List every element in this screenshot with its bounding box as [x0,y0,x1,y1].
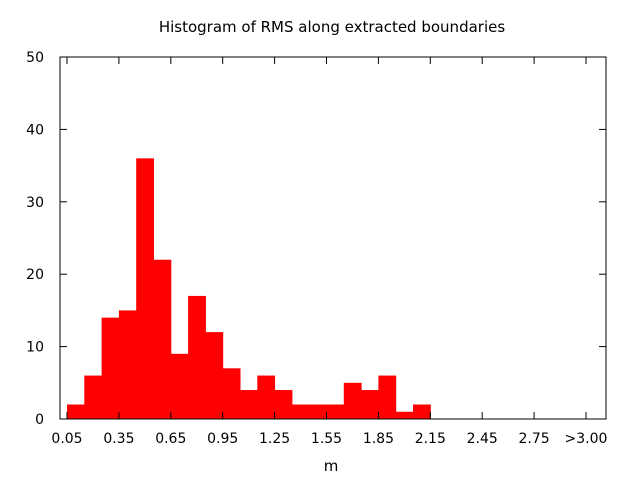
x-tick-label: 1.55 [311,431,342,447]
histogram-bar [257,375,276,419]
histogram-bar [395,411,414,419]
histogram-bar [274,390,293,419]
y-tick-label: 30 [26,195,44,211]
x-tick-label: 2.45 [467,431,498,447]
histogram-bar [343,382,362,419]
x-tick-label: 1.25 [259,431,290,447]
histogram-bar [222,368,241,419]
histogram-bar [291,404,310,419]
histogram-bar [326,404,345,419]
histogram-bar [188,295,206,419]
y-tick-label: 0 [35,412,44,428]
x-tick-label: 2.15 [415,431,446,447]
histogram-bar [170,353,189,419]
histogram-bar [153,259,172,419]
histogram-bar [118,310,137,419]
x-tick-label: 0.35 [103,431,134,447]
x-tick-label: 0.95 [207,431,238,447]
ticks-group [60,56,606,420]
y-tick-label: 40 [26,122,44,138]
histogram-bar [136,158,154,420]
x-axis-label: m [324,457,339,475]
histogram-bar [413,404,431,419]
histogram-bar [361,390,379,419]
x-tick-label: 2.75 [519,431,550,447]
x-tick-labels: 0.05 0.35 0.65 0.95 1.25 1.55 1.85 2.15 2.45 2.75… [51,431,607,447]
plot-frame [59,56,607,420]
y-tick-label: 20 [26,267,44,283]
histogram-bar [101,317,120,419]
x-tick-label: 1.85 [363,431,394,447]
chart-title: Histogram of RMS along extracted boundar… [159,18,506,36]
x-tick-label: >3.00 [565,431,608,447]
histogram-bar [309,404,327,419]
bars-group [67,158,431,420]
histogram-bar [240,390,258,419]
y-tick-labels: 0 10 20 30 40 50 [26,50,44,428]
histogram-bar [67,404,85,419]
x-tick-label: 0.05 [51,431,82,447]
y-tick-label: 10 [26,340,44,356]
y-tick-label: 50 [26,50,44,66]
x-tick-label: 0.65 [155,431,186,447]
histogram-bar [205,332,224,419]
histogram-bar [378,375,397,419]
histogram-bar [84,375,103,419]
